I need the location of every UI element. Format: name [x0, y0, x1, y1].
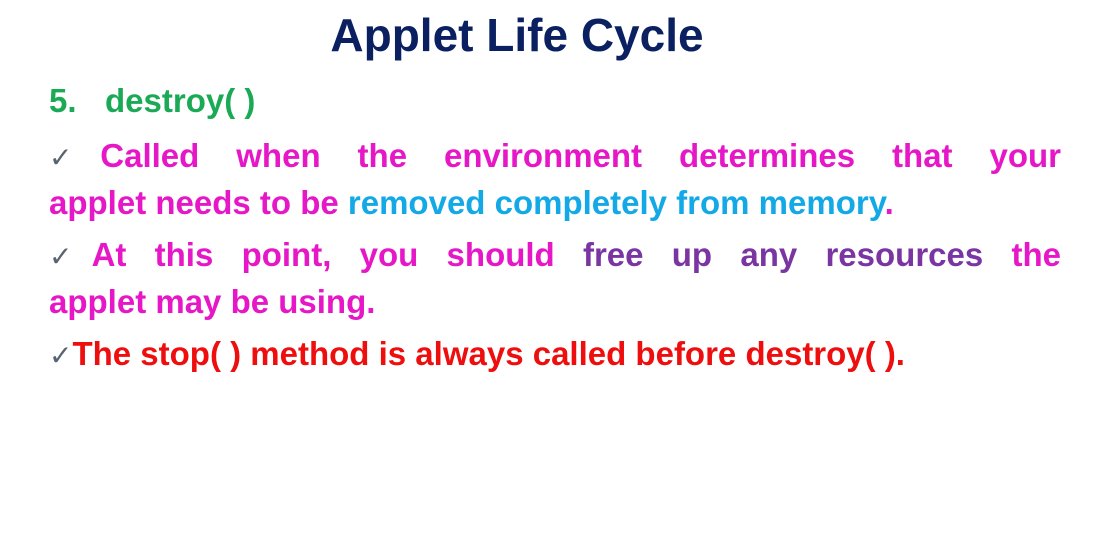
bullet-text: applet may be using. [49, 283, 376, 320]
bullet-free-resources: ✓At this point, you should free up any r… [49, 232, 1061, 324]
bullet-text: the [983, 236, 1061, 273]
bullet-stop-before-destroy: ✓The stop( ) method is always called bef… [49, 331, 1061, 378]
bullet-text: applet needs to be [49, 184, 348, 221]
bullet-line: ✓The stop( ) method is always called bef… [49, 331, 1061, 378]
section-heading: 5. destroy( ) [49, 80, 255, 122]
bullet-text: At this point, you should [91, 236, 583, 273]
bullet-text: . [884, 184, 894, 221]
check-icon: ✓ [49, 339, 73, 372]
section-number: 5. [49, 82, 77, 119]
slide-title: Applet Life Cycle [330, 9, 704, 61]
bullet-line: ✓At this point, you should free up any r… [49, 232, 1061, 279]
bullet-highlight: removed completely from memory [347, 184, 885, 221]
bullet-highlight: free up any resources [582, 236, 984, 273]
bullet-line: applet needs to be removed completely fr… [49, 180, 1061, 225]
bullet-line: ✓Called when the environment determines … [49, 133, 1061, 180]
bullet-called-when: ✓Called when the environment determines … [49, 133, 1061, 225]
check-icon: ✓ [49, 141, 101, 174]
section-name: destroy( ) [105, 82, 256, 119]
check-icon: ✓ [49, 240, 92, 273]
bullet-text: Called when the environment determines t… [100, 137, 1062, 174]
bullet-text: The stop( ) method is always called befo… [72, 335, 905, 372]
